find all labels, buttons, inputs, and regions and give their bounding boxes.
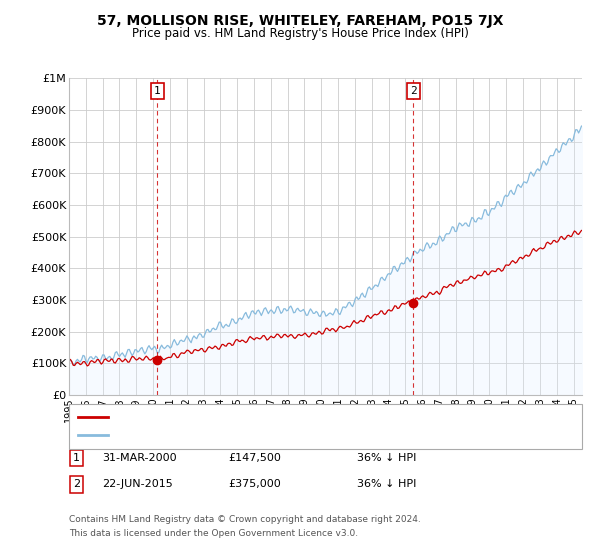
Text: £147,500: £147,500 — [228, 453, 281, 463]
Text: 57, MOLLISON RISE, WHITELEY, FAREHAM, PO15 7JX (detached house): 57, MOLLISON RISE, WHITELEY, FAREHAM, PO… — [114, 412, 479, 422]
Text: This data is licensed under the Open Government Licence v3.0.: This data is licensed under the Open Gov… — [69, 529, 358, 538]
Text: 2: 2 — [410, 86, 416, 96]
Text: 36% ↓ HPI: 36% ↓ HPI — [357, 479, 416, 489]
Text: HPI: Average price, detached house, Winchester: HPI: Average price, detached house, Winc… — [114, 430, 365, 440]
Text: 36% ↓ HPI: 36% ↓ HPI — [357, 453, 416, 463]
Text: 1: 1 — [73, 453, 80, 463]
Text: 31-MAR-2000: 31-MAR-2000 — [102, 453, 176, 463]
Text: 2: 2 — [73, 479, 80, 489]
Text: Contains HM Land Registry data © Crown copyright and database right 2024.: Contains HM Land Registry data © Crown c… — [69, 515, 421, 524]
Text: 57, MOLLISON RISE, WHITELEY, FAREHAM, PO15 7JX: 57, MOLLISON RISE, WHITELEY, FAREHAM, PO… — [97, 14, 503, 28]
Text: 1: 1 — [154, 86, 161, 96]
Text: £375,000: £375,000 — [228, 479, 281, 489]
Text: 22-JUN-2015: 22-JUN-2015 — [102, 479, 173, 489]
Text: Price paid vs. HM Land Registry's House Price Index (HPI): Price paid vs. HM Land Registry's House … — [131, 27, 469, 40]
